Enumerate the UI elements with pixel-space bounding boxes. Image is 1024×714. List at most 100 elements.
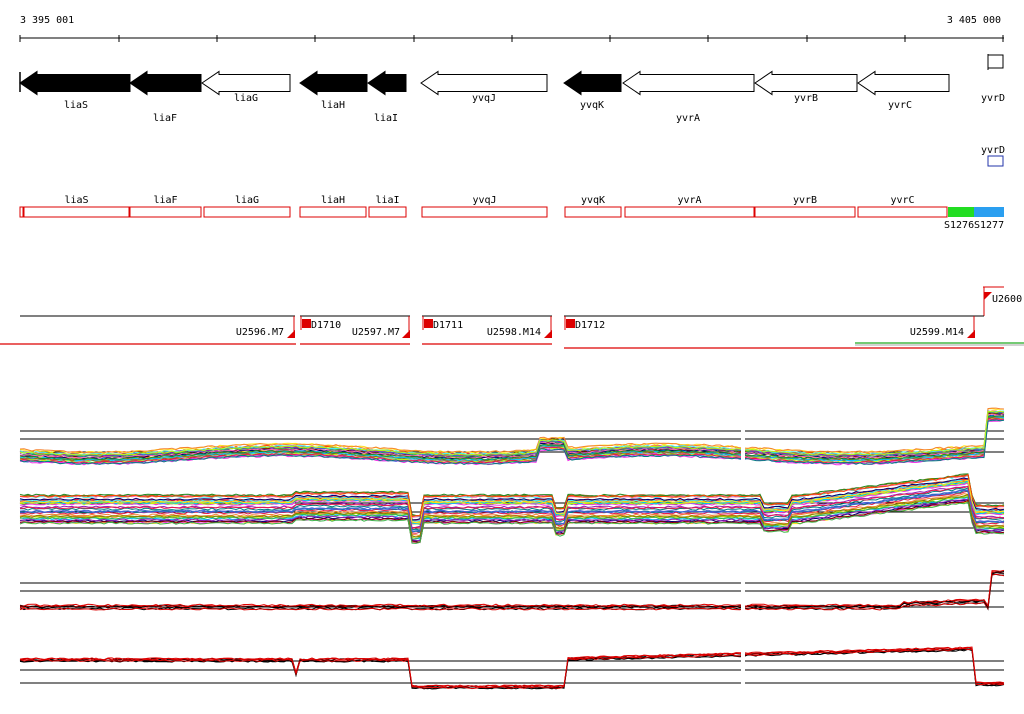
gene-arrow-yvqJ — [420, 70, 548, 96]
gene-label-liaG: liaG — [234, 93, 258, 104]
segment-track: yvrD liaS liaF liaG liaH liaI yvqJ yvqK yvrA yvrB… — [19, 145, 1005, 231]
transcript-end-marker — [287, 330, 295, 338]
coordinate-ruler: 3 395 001 3 405 000 — [19, 15, 1004, 42]
gene-label-yvrD: yvrD — [981, 93, 1005, 104]
profile-panel-1-series-line — [19, 415, 1005, 461]
transcript-end-marker — [544, 330, 552, 338]
gene-arrow-liaI — [367, 70, 407, 96]
segment-label-liaG: liaG — [235, 195, 259, 206]
transcript-label-U2599.M14: U2599.M14 — [910, 327, 964, 338]
segment-label-liaF: liaF — [153, 195, 177, 206]
segment-box-yvrC — [857, 206, 948, 218]
gene-track: liaS liaF liaG liaH liaI yvqJ yvqK yvrA yvrB yvrC… — [19, 54, 1005, 124]
profile-panel-4-series-line — [19, 646, 1005, 688]
profile-panel-3-series-line — [19, 569, 1005, 608]
segment-label-liaS: liaS — [64, 195, 88, 206]
segment-box-yvqJ — [421, 206, 548, 218]
segment-box-yvrB — [754, 206, 856, 218]
segment-box-liaS — [23, 206, 130, 218]
segment-colored-S1276 — [948, 207, 974, 217]
gene-label-yvqJ: yvqJ — [472, 93, 496, 104]
segment-label-yvqK: yvqK — [581, 195, 605, 206]
segment-label-S1276: S1276 — [944, 220, 974, 231]
profile-panel-2-series-line — [19, 485, 1005, 530]
segment-yvrD-box — [987, 155, 1004, 167]
gene-arrow-yvrB — [754, 70, 858, 96]
profile-panel-1-series-line — [19, 407, 1005, 454]
gene-arrow-liaS — [19, 70, 131, 96]
profile-gap-marker — [741, 578, 745, 612]
segment-extra-label: yvrD — [981, 145, 1005, 156]
profile-panel-1-series-line — [19, 419, 1005, 466]
profile-panel-4-series-line — [19, 647, 1005, 690]
profile-panel-2-series-line — [19, 493, 1005, 538]
segment-label-liaH: liaH — [321, 195, 345, 206]
profile-panel-2-series-line — [19, 499, 1005, 544]
profile-panel-2-series-line — [19, 479, 1004, 524]
transcript-end-marker — [967, 330, 975, 338]
segment-label-liaI: liaI — [375, 195, 399, 206]
profile-panel-2-series-line — [19, 477, 1005, 521]
gene-arrow-yvrA — [622, 70, 755, 96]
profile-panel-3-series-line — [19, 571, 1005, 608]
segment-box-liaF — [129, 206, 202, 218]
profile-panel-4-series-line — [19, 647, 1005, 689]
segment-box-liaG — [203, 206, 291, 218]
segment-label-yvrB: yvrB — [793, 195, 817, 206]
profile-panel-2-series-line — [20, 498, 1005, 542]
segment-edge-box — [19, 206, 24, 218]
gene-label-liaH: liaH — [321, 100, 345, 111]
profile-panel-2-series-line — [19, 480, 1005, 525]
segment-label-yvqJ: yvqJ — [472, 195, 496, 206]
segment-box-liaI — [368, 206, 407, 218]
profile-panel-2-series-line — [19, 473, 1005, 518]
profile-gap-marker — [741, 650, 745, 690]
gene-arrow-yvrD — [987, 54, 1004, 70]
profile-panel-2-series-line — [19, 496, 1005, 540]
segment-box-liaH — [299, 206, 367, 218]
gene-arrow-liaH — [299, 70, 368, 96]
profile-panel-1-series-line — [19, 415, 1005, 462]
profile-panel-2-series-line — [19, 489, 1005, 532]
gene-arrow-yvrC — [857, 70, 950, 96]
downstream-marker — [566, 319, 575, 328]
transcript-track: U2596.M7 U2597.M7 U2598.M14 U2599.M14 U2600 D… — [0, 286, 1024, 349]
gene-arrow-liaG — [201, 70, 291, 96]
transcript-label-U2597.M7: U2597.M7 — [352, 327, 400, 338]
downstream-label-D1711: D1711 — [433, 320, 463, 331]
profile-panel-4-series-line — [19, 646, 1005, 688]
segment-box-yvqK — [564, 206, 622, 218]
segment-box-yvrA — [624, 206, 755, 218]
transcript-end-marker — [402, 330, 410, 338]
profile-panel-2-series-line — [19, 501, 1005, 544]
gene-label-yvrA: yvrA — [676, 113, 700, 124]
segment-label-yvrA: yvrA — [677, 195, 701, 206]
profile-panel-3-series-line — [19, 571, 1005, 609]
profile-panel-3-series-line — [19, 573, 1005, 611]
downstream-label-D1710: D1710 — [311, 320, 341, 331]
transcript-label-U2596.M7: U2596.M7 — [236, 327, 284, 338]
gene-label-yvqK: yvqK — [580, 100, 604, 111]
gene-label-yvrC: yvrC — [888, 100, 912, 111]
ruler-end-label: 3 405 000 — [947, 15, 1001, 26]
transcript-label-U2598.M14: U2598.M14 — [487, 327, 541, 338]
gene-arrow-liaF — [129, 70, 202, 96]
downstream-marker — [302, 319, 311, 328]
gene-label-liaI: liaI — [374, 113, 398, 124]
gene-arrow-yvqK — [563, 70, 622, 96]
transcript-label-U2600: U2600 — [992, 294, 1022, 305]
downstream-marker — [424, 319, 433, 328]
segment-colored-S1277 — [974, 207, 1004, 217]
downstream-label-D1712: D1712 — [575, 320, 605, 331]
profile-panel-1-series-line — [19, 419, 1005, 465]
gene-label-liaF: liaF — [153, 113, 177, 124]
transcript-start-marker — [984, 292, 992, 300]
gene-label-liaS: liaS — [64, 100, 88, 111]
segment-label-yvrC: yvrC — [890, 195, 914, 206]
gene-label-yvrB: yvrB — [794, 93, 818, 104]
profile-panel-3-series-line — [19, 571, 1004, 609]
profile-gap-marker — [741, 427, 745, 462]
ruler-start-label: 3 395 001 — [20, 15, 74, 26]
